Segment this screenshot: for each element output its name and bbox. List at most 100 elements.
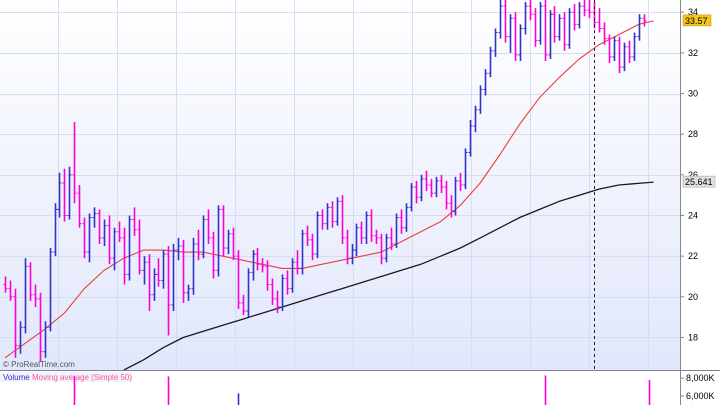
ohlc-bar (483, 69, 488, 96)
ohlc-bar (518, 24, 523, 61)
ohlc-bar (557, 14, 562, 41)
ohlc-bar (617, 36, 622, 74)
volume-bars (73, 375, 651, 405)
ohlc-bar (637, 14, 642, 41)
last-price-tag-bg (682, 14, 712, 27)
price-tick-label: 22 (688, 251, 698, 261)
ohlc-bar (359, 221, 364, 244)
price-tick-label: 30 (688, 89, 698, 99)
ohlc-bar (102, 219, 107, 246)
ohlc-bar (330, 201, 335, 228)
ohlc-bar (280, 274, 285, 312)
ohlc-bar (43, 321, 48, 358)
ohlc-bar (270, 278, 275, 305)
ohlc-bar (265, 260, 270, 291)
last-price-tag: 33.57 (682, 14, 712, 27)
ohlc-bar (548, 10, 553, 59)
ohlc-bar (523, 2, 528, 35)
ohlc-bar (176, 237, 181, 261)
ohlc-bar (642, 14, 647, 27)
ohlc-bar (260, 258, 265, 273)
ohlc-bar (414, 180, 419, 204)
ohlc-bar (577, 2, 582, 29)
ohlc-bar (473, 105, 478, 133)
volume-label-box (0, 372, 132, 382)
volume-ma-label: Moving average (Simple 50) (32, 373, 132, 382)
ohlc-bar (285, 270, 290, 295)
ohlc-bar (449, 195, 454, 218)
ohlc-bar (325, 203, 330, 230)
ohlc-bar (211, 231, 216, 279)
ohlc-bar (132, 207, 137, 236)
ohlc-bar (92, 207, 97, 228)
volume-axis-ticks: 8,000K 6,000K (680, 373, 715, 401)
ohlc-bar (3, 276, 8, 293)
ohlc-bar (567, 8, 572, 49)
ohlc-bar (538, 2, 543, 45)
ma-long-tag-bg (682, 175, 716, 188)
ohlc-bar (394, 213, 399, 249)
ohlc-bar (354, 223, 359, 257)
ohlc-bar (241, 294, 246, 316)
ohlc-bar (345, 229, 350, 265)
ohlc-bar (528, 0, 533, 21)
moving-average-long (123, 181, 654, 371)
price-tick-label: 20 (688, 292, 698, 302)
ohlc-bar (196, 229, 201, 261)
volume-tick-label: 8,000K (686, 373, 715, 383)
ohlc-bar (216, 205, 221, 277)
ohlc-bar (498, 0, 503, 39)
moving-average-short (4, 20, 654, 359)
ma-long-tag-text: 25.641 (685, 177, 713, 187)
ohlc-bar (137, 219, 142, 275)
ohlc-bar (191, 237, 196, 295)
ohlc-bar (439, 174, 444, 194)
price-axis[interactable]: 18 20 22 24 26 28 30 32 34 33.57 25.641 (680, 0, 720, 370)
ohlc-bar (424, 170, 429, 192)
price-axis-ticks: 18 20 22 24 26 28 30 32 34 (680, 7, 698, 342)
price-panel[interactable]: © ProRealTime.com (0, 0, 680, 371)
price-grid (0, 0, 680, 370)
ohlc-bar (374, 229, 379, 244)
ohlc-bar (57, 172, 62, 218)
ohlc-bar (444, 180, 449, 210)
watermark: © ProRealTime.com (3, 360, 75, 369)
ohlc-bar (463, 148, 468, 190)
ohlc-bar (112, 227, 117, 271)
ohlc-bar (404, 203, 409, 232)
ohlc-bar (290, 258, 295, 293)
volume-panel[interactable]: Volume Moving average (Simple 50) 8,000K… (0, 371, 715, 405)
ohlc-bar (305, 225, 310, 246)
ohlc-bar (107, 215, 112, 265)
ohlc-bar (552, 6, 557, 43)
ohlc-bar (503, 0, 508, 43)
ohlc-bar (231, 227, 236, 261)
ohlc-bar (399, 209, 404, 234)
ohlc-bar (246, 268, 251, 318)
price-tick-label: 34 (688, 7, 698, 17)
ohlc-bar (429, 178, 434, 198)
ohlc-bar (226, 229, 231, 255)
ohlc-bar (147, 254, 152, 312)
volume-tick-label: 6,000K (686, 391, 715, 401)
ohlc-bar (340, 195, 345, 244)
ohlc-bar (627, 40, 632, 64)
ohlc-bar (127, 215, 132, 281)
ohlc-bar (152, 268, 157, 301)
volume-label: Volume (3, 373, 30, 382)
ohlc-bar (18, 321, 23, 354)
price-tick-label: 24 (688, 210, 698, 220)
ohlc-bar (33, 284, 38, 307)
price-panel-background (0, 0, 680, 370)
ohlc-bar (166, 245, 171, 336)
ohlc-bar (513, 12, 518, 61)
ma-long-line (123, 181, 654, 371)
ohlc-bar (369, 209, 374, 242)
ohlc-bar (38, 292, 43, 362)
ohlc-bar (161, 250, 166, 289)
ohlc-bar (335, 197, 340, 226)
ohlc-bar (255, 248, 260, 271)
ohlc-bar (409, 182, 414, 212)
ohlc-bar (186, 284, 191, 301)
